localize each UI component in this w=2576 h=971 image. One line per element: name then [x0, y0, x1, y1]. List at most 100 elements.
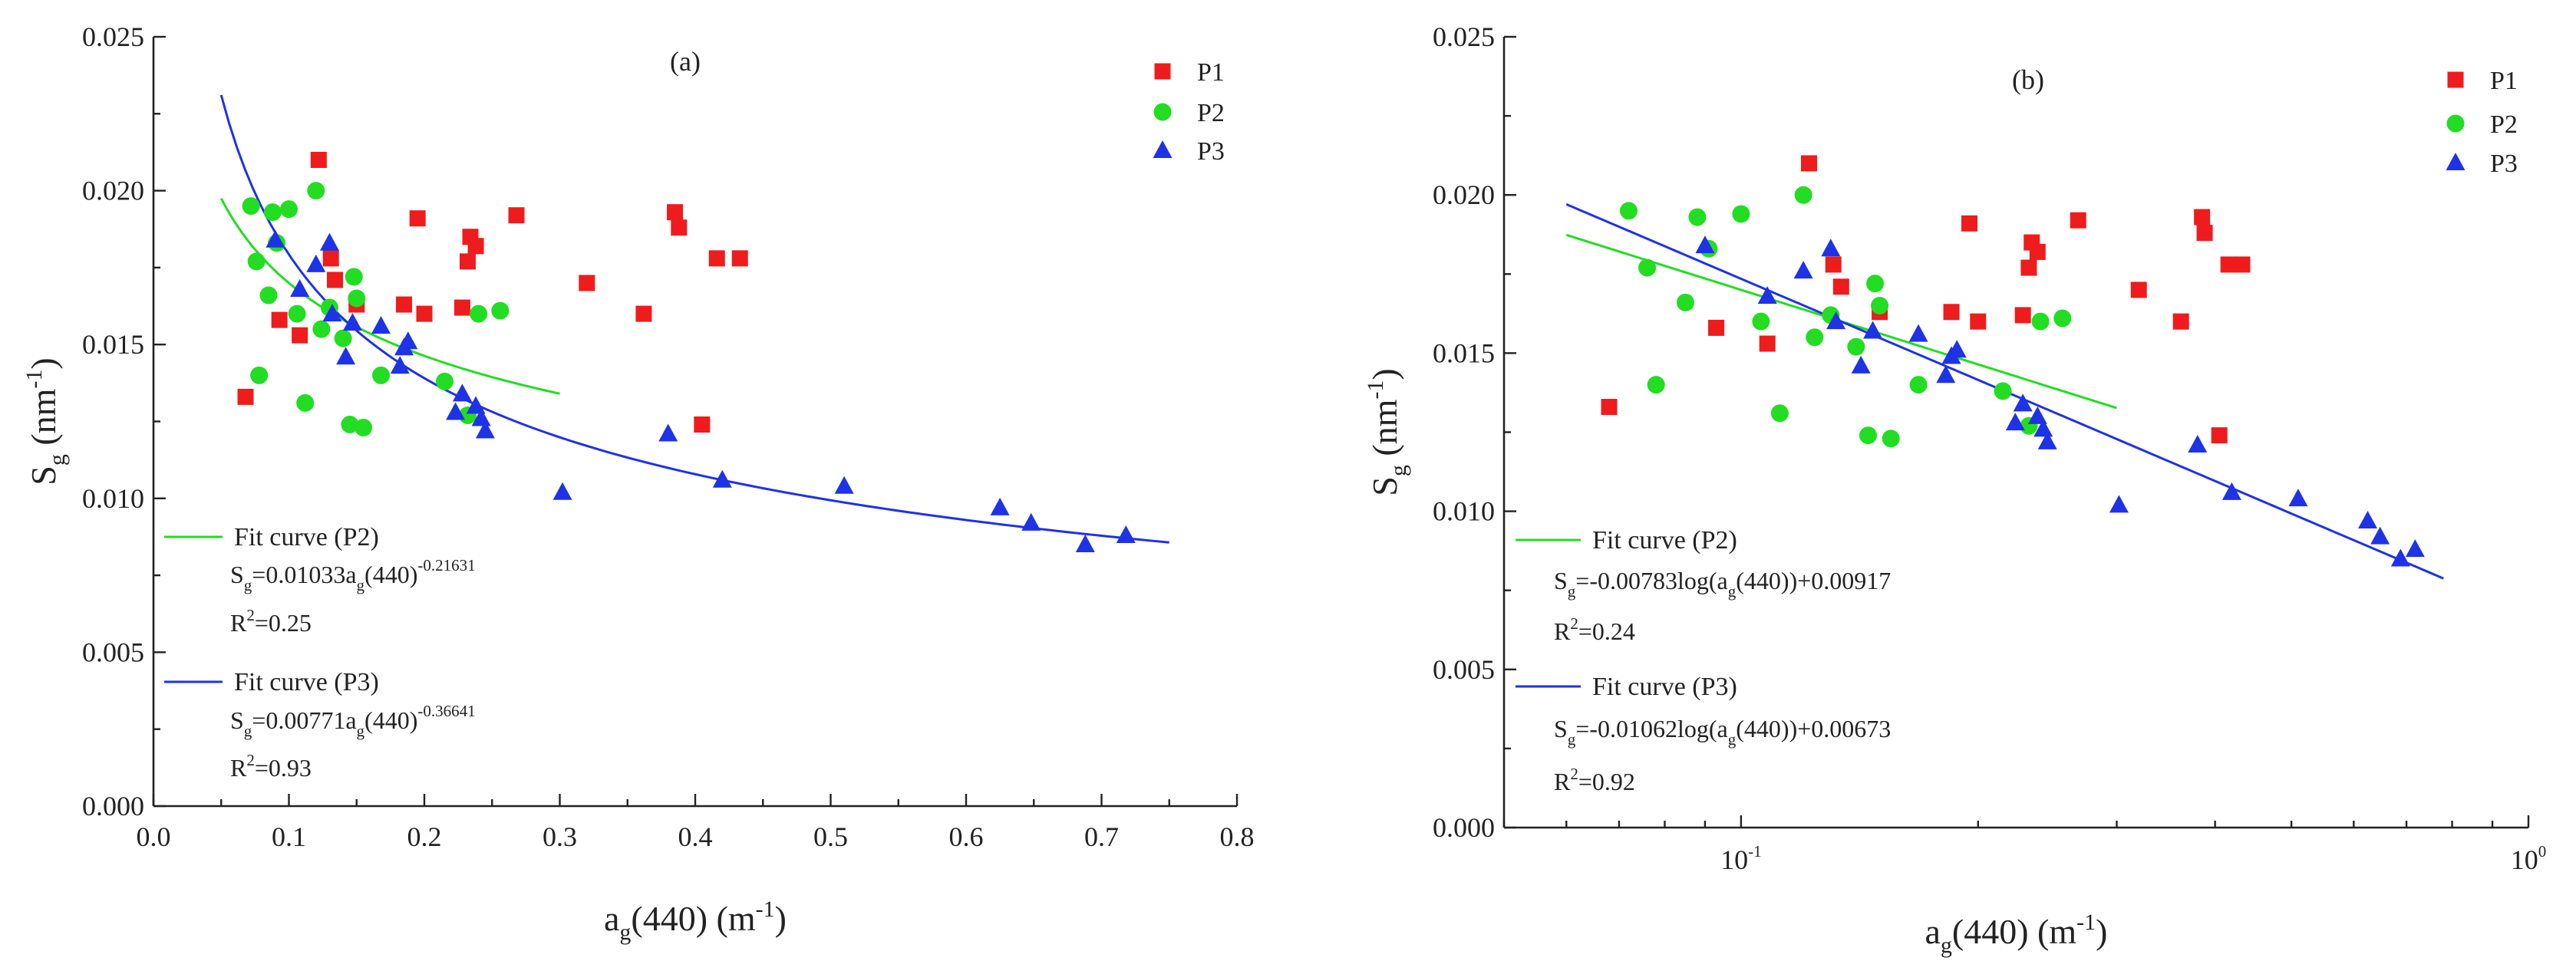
data-point-p1 — [454, 299, 470, 316]
data-point-p2 — [1676, 293, 1694, 311]
y-tick-label: 0.015 — [82, 329, 144, 360]
data-point-p1 — [579, 275, 595, 291]
data-point-p2 — [296, 393, 315, 412]
r2-value: =0.25 — [255, 609, 312, 637]
tick-exponent: 0 — [2538, 842, 2547, 861]
y-tick-label: 0.015 — [1433, 337, 1495, 368]
y-label-sup: -1 — [21, 370, 47, 389]
x-label-sub: g — [619, 920, 631, 945]
y-tick-label: 0.020 — [82, 176, 144, 206]
data-point-p1 — [396, 296, 413, 313]
data-point-p3 — [1851, 355, 1871, 374]
y-tick-label: 0.010 — [82, 483, 144, 514]
data-point-p2 — [355, 419, 373, 437]
y-label-rest: (nm — [1365, 399, 1404, 465]
eq-sub2: g — [1728, 730, 1737, 749]
panel-label: (a) — [670, 46, 701, 77]
data-point-p3 — [342, 313, 362, 331]
y-tick-label: 0.000 — [82, 791, 144, 821]
data-point-p2 — [263, 203, 282, 222]
x-label-end: ) — [775, 899, 787, 938]
fit-equation-p2: Sg=-0.00783log(ag(440))+0.00917 — [1554, 567, 1891, 601]
eq-tail: (440))+0.00917 — [1736, 567, 1891, 594]
data-point-p3 — [1075, 534, 1095, 552]
data-point-p1 — [467, 238, 484, 255]
y-label-end: ) — [24, 357, 63, 369]
y-label-rest: (nm — [24, 388, 63, 454]
data-point-p1 — [1708, 319, 1725, 336]
panel-label: (b) — [2012, 64, 2044, 95]
eq-tail: (440))+0.00673 — [1736, 715, 1891, 742]
data-point-p3 — [2005, 413, 2025, 431]
data-point-p2 — [1770, 404, 1789, 423]
y-label-sub: g — [45, 454, 70, 466]
eq-main: S — [230, 561, 244, 588]
eq-tail: (440) — [364, 561, 417, 588]
eq-sup: -0.21631 — [417, 556, 475, 574]
data-point-p3 — [2027, 406, 2047, 424]
r2-main: R — [230, 609, 247, 637]
y-label-main: S — [1365, 476, 1404, 496]
legend-marker-p2 — [2446, 114, 2465, 133]
data-point-p1 — [635, 305, 652, 322]
r2-sup: 2 — [1570, 765, 1578, 783]
data-point-p3 — [712, 469, 732, 488]
data-point-p1 — [1601, 399, 1618, 416]
data-point-p1 — [2220, 256, 2237, 273]
data-point-p1 — [2029, 243, 2046, 260]
fit-curve-p2 — [219, 197, 560, 395]
data-point-p1 — [1832, 278, 1849, 295]
y-label-sup: -1 — [1363, 380, 1388, 400]
fit-legend-label-p3: Fit curve (P3) — [234, 668, 379, 696]
data-point-p3 — [2013, 393, 2033, 412]
data-point-p3 — [1021, 512, 1041, 531]
eq-sub: g — [244, 722, 252, 740]
y-axis-label: Sg (nm-1) — [1363, 368, 1411, 496]
data-point-p2 — [1619, 202, 1638, 220]
y-tick-label: 0.005 — [1433, 654, 1495, 685]
legend-label-p3: P3 — [1197, 137, 1225, 166]
legend-marker-p3 — [1153, 140, 1173, 158]
legend-label-p2: P2 — [2490, 110, 2518, 139]
data-point-p2 — [2053, 309, 2072, 328]
data-point-p2 — [372, 366, 391, 384]
data-point-p3 — [2288, 489, 2308, 507]
data-point-p2 — [312, 320, 331, 338]
eq-body: =0.01033a — [252, 561, 356, 588]
data-point-p2 — [491, 301, 510, 320]
data-point-p3 — [1757, 286, 1777, 304]
data-point-p2 — [1806, 328, 1824, 347]
data-point-p1 — [271, 311, 288, 328]
data-point-p1 — [2014, 307, 2031, 324]
data-point-p2 — [1866, 275, 1885, 293]
x-label-end: ) — [2096, 912, 2107, 951]
fit-r2-p3: R2=0.93 — [230, 751, 312, 782]
legend-marker-p3 — [2446, 153, 2466, 170]
fit-legend-label-p2: Fit curve (P2) — [234, 523, 379, 551]
data-point-p1 — [1970, 313, 1987, 330]
data-point-p3 — [2405, 539, 2425, 558]
data-point-p3 — [452, 383, 472, 402]
data-point-p3 — [471, 408, 491, 426]
data-point-p1 — [2234, 256, 2251, 273]
y-tick-label: 0.005 — [82, 637, 144, 667]
data-point-p1 — [667, 204, 684, 221]
data-point-p1 — [310, 151, 327, 168]
data-point-p1 — [292, 327, 308, 344]
data-point-p1 — [1961, 215, 1977, 232]
data-point-p1 — [1825, 256, 1842, 273]
tick-base: 10 — [1720, 844, 1748, 875]
data-point-p2 — [1794, 186, 1812, 204]
data-point-p3 — [1863, 321, 1883, 339]
data-point-p1 — [1801, 155, 1818, 172]
data-point-p2 — [1732, 205, 1750, 223]
data-point-p2 — [242, 197, 260, 216]
data-point-p1 — [237, 388, 254, 405]
tick-base: 10 — [2511, 844, 2538, 875]
data-point-p3 — [390, 356, 410, 374]
fit-curve-p3 — [219, 94, 1169, 544]
eq-body: =0.00771a — [252, 706, 356, 734]
y-tick-label: 0.020 — [1433, 179, 1495, 210]
